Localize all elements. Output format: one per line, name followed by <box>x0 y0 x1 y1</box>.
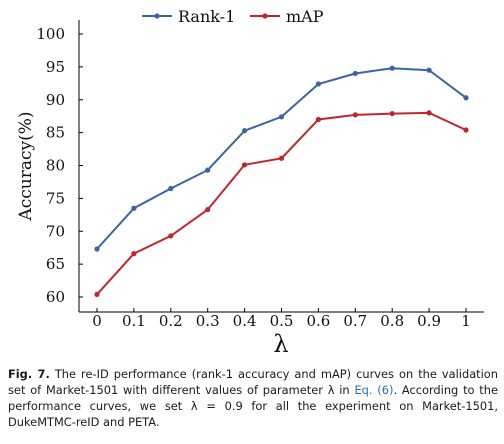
y-tick-label: 100 <box>36 25 65 43</box>
series-layer <box>94 65 469 297</box>
y-axis-label: Accuracy(%) <box>16 111 36 221</box>
legend-swatch-marker <box>262 13 268 19</box>
y-tick-label: 90 <box>46 91 65 109</box>
x-tick-label: 0 <box>92 312 102 330</box>
data-point <box>278 155 285 161</box>
x-tick-label: 0.4 <box>233 312 257 330</box>
data-point <box>389 110 395 117</box>
data-point <box>315 116 321 123</box>
series-map <box>94 110 469 297</box>
data-point <box>131 205 137 211</box>
data-point <box>389 65 395 71</box>
y-tick-label: 70 <box>46 222 65 240</box>
axes <box>78 20 484 313</box>
x-tick-label: 1 <box>461 312 471 330</box>
x-tick-label: 0.1 <box>122 312 146 330</box>
data-point <box>278 114 285 120</box>
data-point <box>352 70 358 77</box>
data-point <box>168 185 174 192</box>
legend-item: mAP <box>250 7 324 26</box>
x-tick-label: 0.3 <box>196 312 220 330</box>
x-tick-label: 0.7 <box>343 312 367 330</box>
data-point <box>205 167 211 173</box>
y-axis-ticks: 60 65 70 75 80 85 90 95 100 <box>36 25 83 306</box>
data-point <box>463 95 469 101</box>
y-tick-label: 75 <box>46 189 65 207</box>
x-tick-label: 0.2 <box>159 312 183 330</box>
data-point <box>168 233 174 239</box>
data-point <box>94 291 100 297</box>
data-point <box>463 127 469 133</box>
legend-item: Rank-1 <box>142 7 235 26</box>
figure-label: Fig. 7. <box>8 367 50 381</box>
x-tick-label: 0.5 <box>270 312 294 330</box>
y-tick-label: 80 <box>46 157 65 175</box>
x-tick-label: 0.9 <box>417 312 441 330</box>
data-point <box>242 162 248 168</box>
data-point <box>94 246 100 252</box>
legend: Rank-1 mAP <box>142 7 324 26</box>
x-tick-label: 0.8 <box>380 312 404 330</box>
legend-swatch-marker <box>154 13 160 19</box>
data-point <box>426 110 432 116</box>
data-point <box>205 206 211 213</box>
equation-link[interactable]: Eq. (6) <box>354 383 394 397</box>
series-rank-1 <box>94 65 469 252</box>
y-tick-label: 85 <box>46 124 65 142</box>
legend-label: Rank-1 <box>178 7 235 26</box>
x-axis-ticks: 0 0.1 0.2 0.3 0.4 0.5 0.6 0.7 0.8 0.9 1 <box>92 308 471 330</box>
data-point <box>242 128 248 134</box>
legend-label: mAP <box>286 7 324 26</box>
data-point <box>426 67 432 73</box>
data-point <box>315 81 321 87</box>
series-line <box>96 111 467 296</box>
x-axis-label: λ <box>273 330 288 358</box>
y-tick-label: 65 <box>46 255 65 273</box>
y-tick-label: 60 <box>46 288 65 306</box>
y-tick-label: 95 <box>46 58 65 76</box>
data-point <box>131 251 137 257</box>
x-tick-label: 0.6 <box>306 312 330 330</box>
caption-text-part-2: . According to the performance curves, w… <box>8 383 498 429</box>
figure-caption: Fig. 7. The re-ID performance (rank-1 ac… <box>8 366 498 430</box>
caption-text-part-1: The re-ID performance (rank-1 accuracy a… <box>8 367 498 397</box>
data-point <box>352 112 358 118</box>
